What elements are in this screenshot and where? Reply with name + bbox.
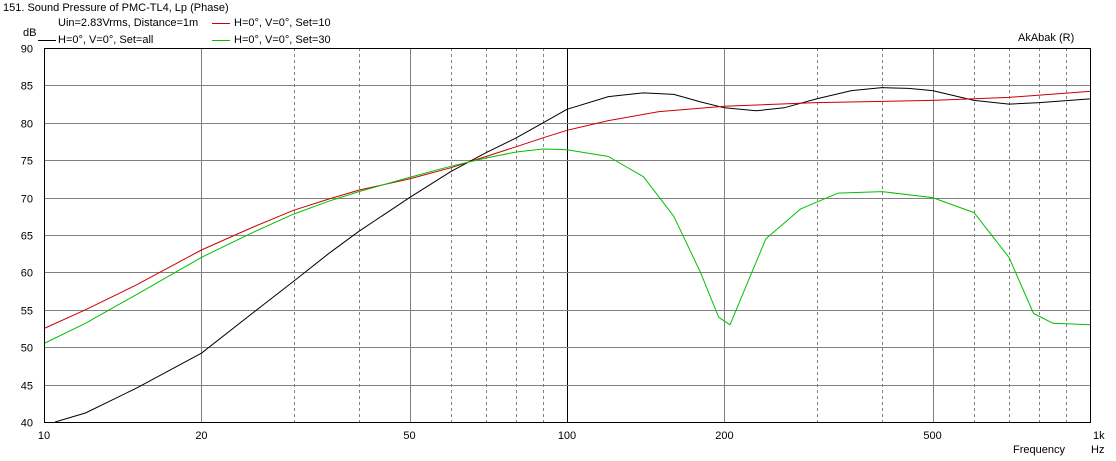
x-tick-label: 10 (38, 430, 50, 442)
x-tick-label: 50 (403, 430, 415, 442)
series-line-0 (54, 87, 1091, 423)
y-tick-label: 80 (21, 119, 33, 131)
x-axis-label: Frequency (1013, 444, 1065, 456)
y-tick-label: 50 (21, 343, 33, 355)
legend-label-set-all: H=0°, V=0°, Set=all (58, 34, 154, 46)
y-tick-label: 55 (21, 306, 33, 318)
y-tick-label: 45 (21, 381, 33, 393)
series-line-2 (43, 148, 1091, 344)
y-tick-label: 60 (21, 268, 33, 280)
legend-swatch-set-10 (212, 23, 230, 24)
y-unit-label: dB (23, 27, 37, 39)
x-unit-label: Hz (1091, 444, 1105, 456)
x-tick-label: 20 (195, 430, 207, 442)
y-tick-label: 90 (21, 44, 33, 56)
y-tick-label: 70 (21, 194, 33, 206)
y-tick-label: 75 (21, 156, 33, 168)
legend-swatch-set-all (38, 40, 56, 41)
plot-grid (44, 48, 1090, 422)
series-line-1 (43, 90, 1091, 329)
brand-label: AkAbak (R) (1018, 32, 1075, 44)
axis-ticks: 40 45 50 55 60 65 70 75 80 85 90 10 20 50 100 200 500 1k (21, 44, 1105, 443)
legend-label-set-10: H=0°, V=0°, Set=10 (234, 17, 331, 29)
x-tick-label: 1k (1093, 430, 1105, 442)
y-tick-label: 40 (21, 418, 33, 430)
x-tick-label: 100 (558, 430, 576, 442)
plot-frame (44, 48, 1091, 423)
chart-title: 151. Sound Pressure of PMC-TL4, Lp (Phas… (3, 2, 229, 14)
stimulus-label: Uin=2.83Vrms, Distance=1m (58, 17, 199, 29)
legend-label-set-30: H=0°, V=0°, Set=30 (234, 34, 331, 46)
y-tick-label: 85 (21, 81, 33, 93)
legend-swatch-set-30 (212, 40, 230, 41)
x-tick-label: 500 (923, 430, 941, 442)
y-tick-label: 65 (21, 231, 33, 243)
x-tick-label: 200 (715, 430, 733, 442)
series-lines (43, 87, 1091, 423)
